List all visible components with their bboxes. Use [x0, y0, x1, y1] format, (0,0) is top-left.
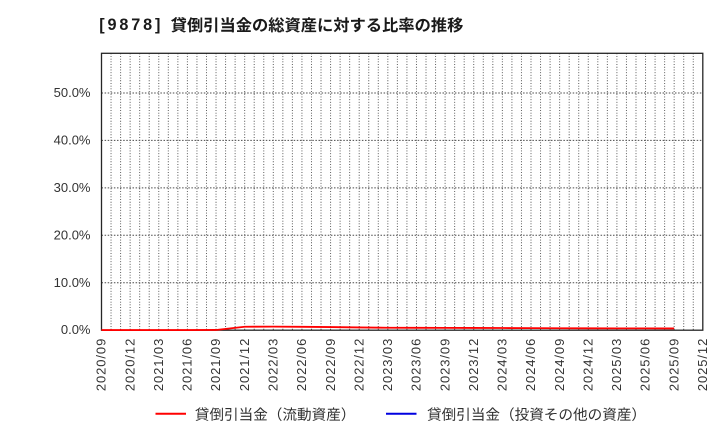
svg-text:40.0%: 40.0%	[54, 132, 91, 147]
svg-text:2024/06: 2024/06	[523, 338, 538, 391]
svg-text:2023/03: 2023/03	[380, 338, 395, 391]
svg-text:2020/12: 2020/12	[122, 338, 137, 391]
svg-text:2022/03: 2022/03	[266, 338, 281, 391]
svg-text:2024/12: 2024/12	[580, 338, 595, 391]
svg-text:2021/06: 2021/06	[180, 338, 195, 391]
svg-text:2022/09: 2022/09	[323, 338, 338, 391]
svg-text:2021/03: 2021/03	[151, 338, 166, 391]
svg-text:2025/09: 2025/09	[666, 338, 681, 391]
svg-text:0.0%: 0.0%	[61, 322, 91, 337]
svg-text:2025/03: 2025/03	[609, 338, 624, 391]
svg-text:[9878]: [9878]	[99, 16, 163, 34]
svg-text:2025/12: 2025/12	[695, 338, 710, 391]
svg-text:2021/12: 2021/12	[237, 338, 252, 391]
svg-text:50.0%: 50.0%	[54, 85, 91, 100]
svg-text:2023/12: 2023/12	[466, 338, 481, 391]
svg-text:2021/09: 2021/09	[208, 338, 223, 391]
svg-text:10.0%: 10.0%	[54, 275, 91, 290]
svg-text:2022/12: 2022/12	[351, 338, 366, 391]
svg-text:2022/06: 2022/06	[294, 338, 309, 391]
svg-text:2023/06: 2023/06	[409, 338, 424, 391]
svg-text:20.0%: 20.0%	[54, 227, 91, 242]
svg-text:30.0%: 30.0%	[54, 180, 91, 195]
svg-text:2024/09: 2024/09	[552, 338, 567, 391]
svg-text:2020/09: 2020/09	[94, 338, 109, 391]
svg-text:2023/09: 2023/09	[437, 338, 452, 391]
svg-text:2024/03: 2024/03	[495, 338, 510, 391]
svg-text:2025/06: 2025/06	[638, 338, 653, 391]
